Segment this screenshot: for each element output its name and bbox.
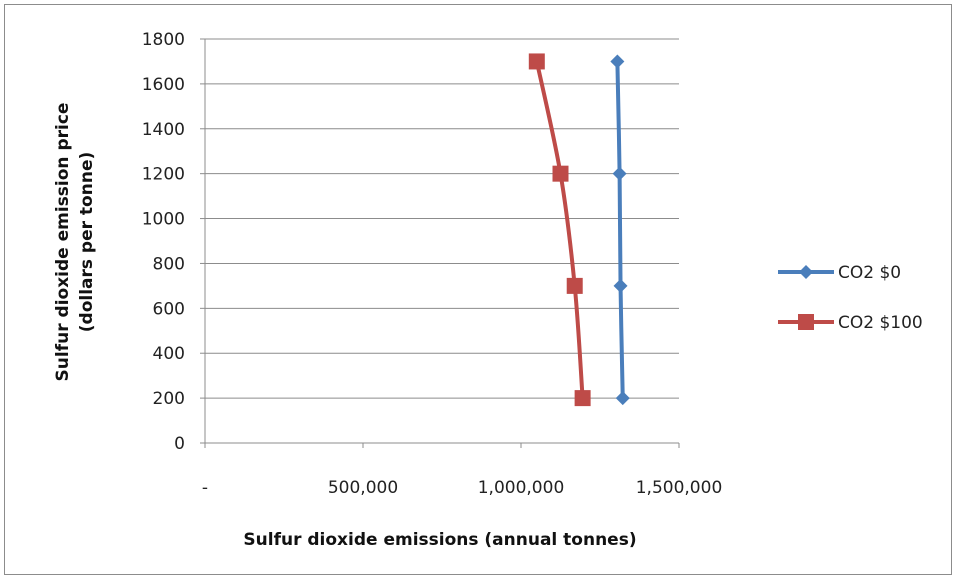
x-tick-label: 500,000: [328, 478, 398, 498]
legend-label: CO2 $0: [838, 263, 901, 283]
y-axis-title-line2: (dollars per tonne): [77, 152, 97, 332]
y-tick-label: 400: [153, 344, 185, 364]
data-point: [612, 166, 627, 181]
data-point: [528, 53, 545, 70]
series-0: [610, 54, 630, 406]
y-tick-label: 600: [153, 299, 185, 319]
plot-series: [528, 53, 630, 407]
series-1: [528, 53, 591, 407]
legend-item: CO2 $0: [778, 263, 901, 283]
y-tick-label: 800: [153, 254, 185, 274]
y-tick-label: 1600: [142, 75, 185, 95]
data-point: [610, 54, 625, 69]
y-tick-label: 1200: [142, 165, 185, 185]
series-line: [534, 61, 585, 399]
series-line: [615, 61, 625, 399]
y-tick-label: 1800: [142, 30, 185, 50]
y-axis-title: Sulfur dioxide emission price (dollars p…: [53, 103, 97, 382]
y-axis-title-line1: Sulfur dioxide emission price: [53, 103, 73, 382]
y-tick-label: 200: [153, 389, 185, 409]
legend-marker: [798, 314, 814, 330]
data-point: [615, 391, 630, 406]
y-tick-label: 1400: [142, 120, 185, 140]
x-axis-title: Sulfur dioxide emissions (annual tonnes): [243, 530, 636, 550]
data-point: [566, 277, 583, 294]
data-point: [552, 165, 569, 182]
data-point: [574, 390, 591, 407]
legend-label: CO2 $100: [838, 313, 923, 333]
gridlines: [205, 38, 679, 399]
data-point: [613, 278, 628, 293]
axes: 0 200 400 600 800 1000 1200 1400 1600 1800 - 500,00…: [142, 30, 723, 498]
legend-marker: [799, 265, 813, 279]
chart-area: [4, 4, 952, 575]
y-tick-label: 1000: [142, 210, 185, 230]
x-tick-label: -: [202, 478, 208, 498]
legend-item: CO2 $100: [778, 313, 923, 333]
legend: CO2 $0 CO2 $100: [778, 263, 923, 333]
y-tick-label: 0: [174, 434, 185, 454]
x-tick-label: 1,500,000: [636, 478, 723, 498]
x-tick-label: 1,000,000: [478, 478, 565, 498]
